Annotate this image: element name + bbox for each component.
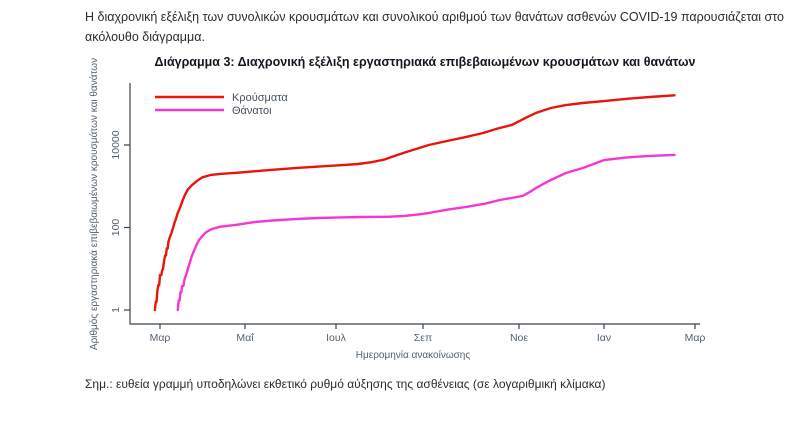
x-tick-label: Ιουλ <box>326 332 346 344</box>
legend-label-cases: Κρούσματα <box>232 92 288 104</box>
x-axis-label: Ημερομηνία ανακοίνωσης <box>356 349 471 361</box>
x-tick-label: Μαρ <box>150 332 171 344</box>
x-tick-label: Σεπ <box>414 332 432 344</box>
legend-label-deaths: Θάνατοι <box>232 105 272 117</box>
footnote: Σημ.: ευθεία γραμμή υποδηλώνει εκθετικό … <box>85 377 606 391</box>
x-tick-label: Μαρ <box>685 332 706 344</box>
deaths-line <box>176 153 676 312</box>
y-tick-label: 100 <box>110 219 122 237</box>
axes <box>129 83 700 325</box>
x-tick-label: Νοε <box>510 332 528 344</box>
y-tick-label: 10000 <box>110 130 122 159</box>
y-tick-label: 1 <box>110 307 122 313</box>
y-axis-label: Αριθμός εργαστηριακά επιβεβαιωμένων κρου… <box>88 58 100 350</box>
chart-title: Διάγραμμα 3: Διαχρονική εξέλιξη εργαστηρ… <box>154 55 696 69</box>
intro-paragraph: Η διαχρονική εξέλιξη των συνολικών κρουσ… <box>85 10 784 44</box>
x-tick-label: Μαΐ <box>236 332 254 344</box>
x-tick-label: Ιαν <box>597 332 611 344</box>
cases-line <box>153 94 676 312</box>
